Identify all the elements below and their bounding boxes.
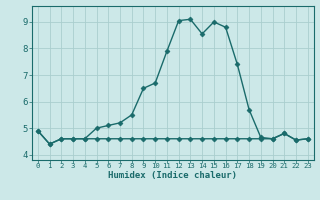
X-axis label: Humidex (Indice chaleur): Humidex (Indice chaleur) bbox=[108, 171, 237, 180]
